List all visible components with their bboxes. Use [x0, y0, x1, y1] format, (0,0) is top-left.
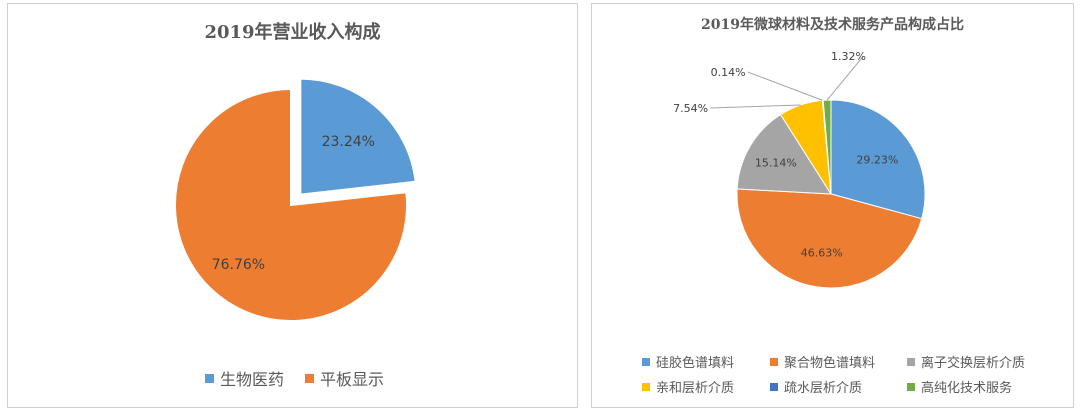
legend-item-affinity: 亲和层析介质 [642, 377, 734, 396]
legend-item-hydrophobic: 疏水层析介质 [770, 377, 862, 396]
legend-item-biomedicine: 生物医药 [205, 366, 284, 390]
legend-item-silica-packing: 硅胶色谱填料 [642, 352, 734, 371]
legend-swatch [770, 357, 778, 366]
legend-item-flat-panel-display: 平板显示 [305, 366, 384, 390]
revenue-pie-chart: 23.24% 76.76% [174, 77, 417, 322]
chart-panel-revenue: 2019年营业收入构成 23.24% 76.76% 生物医药 平板显示 [7, 3, 578, 408]
legend-label: 离子交换层析介质 [921, 356, 1026, 371]
leader-line [826, 55, 864, 101]
legend-label: 高纯化技术服务 [921, 381, 1013, 396]
legend-swatch [907, 382, 915, 391]
pie-slice [830, 99, 926, 220]
data-label: 23.24% [322, 134, 375, 150]
data-label: 1.32% [831, 50, 866, 63]
legend-swatch [770, 382, 778, 391]
chart-panel-microsphere-products: 2019年微球材料及技术服务产品构成占比 29.23% 46.63% 15.14% 7… [591, 3, 1074, 408]
legend-swatch [907, 357, 915, 366]
leader-line [710, 104, 801, 109]
legend-item-purification-service: 高纯化技术服务 [907, 377, 1012, 396]
legend-item-polymer-packing: 聚合物色谱填料 [770, 352, 875, 371]
pie-slice [736, 113, 832, 195]
pie-slice [174, 87, 408, 322]
legend-swatch [642, 357, 650, 366]
chart-title: 2019年微球材料及技术服务产品构成占比 [701, 17, 964, 33]
legend-item-ion-exchange: 离子交换层析介质 [907, 352, 1025, 371]
legend-swatch [642, 382, 650, 391]
data-label: 29.23% [856, 154, 898, 167]
legend-label: 疏水层析介质 [784, 381, 863, 396]
legend-label: 聚合物色谱填料 [784, 356, 876, 371]
data-label: 0.14% [711, 66, 746, 79]
legend-label: 平板显示 [320, 370, 385, 389]
legend-swatch [305, 373, 314, 383]
legend-label: 亲和层析介质 [656, 381, 735, 396]
data-label: 76.76% [212, 257, 265, 273]
legend-label: 硅胶色谱填料 [656, 356, 735, 371]
chart-title: 2019年营业收入构成 [204, 22, 381, 43]
pie-slice [736, 188, 923, 289]
legend-swatch [205, 373, 214, 383]
legend-label: 生物医药 [220, 370, 285, 389]
products-pie-chart: 29.23% 46.63% 15.14% 7.54% 0.14% 1.32% [673, 50, 926, 289]
data-label: 46.63% [801, 247, 843, 260]
data-label: 15.14% [755, 157, 797, 170]
pie-slice [299, 77, 417, 196]
data-label: 7.54% [673, 102, 708, 115]
leader-line [747, 71, 823, 101]
